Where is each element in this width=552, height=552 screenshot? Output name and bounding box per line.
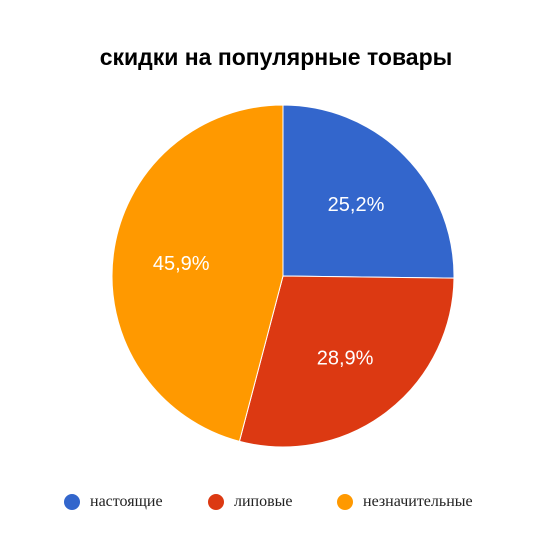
pie-slice[interactable] [111,104,284,442]
legend-label: настоящие [90,493,163,510]
legend-swatch [337,494,353,510]
legend-item-lipovye[interactable]: липовые [208,493,293,511]
legend-swatch [208,494,224,510]
chart-title: скидки на популярные товары [99,44,453,70]
slice-percent-label: 25,2% [328,194,385,216]
slice-percent-label: 28,9% [317,348,374,370]
legend-label: липовые [234,493,293,510]
pie-slice[interactable] [282,104,455,279]
legend-item-nastoyashchie[interactable]: настоящие [64,493,163,511]
pie-slice[interactable] [238,275,455,448]
slice-percent-label: 45,9% [153,253,210,275]
legend-label: незначительные [363,493,473,510]
legend-swatch [64,494,80,510]
legend-item-neznachitelnye[interactable]: незначительные [337,493,473,511]
